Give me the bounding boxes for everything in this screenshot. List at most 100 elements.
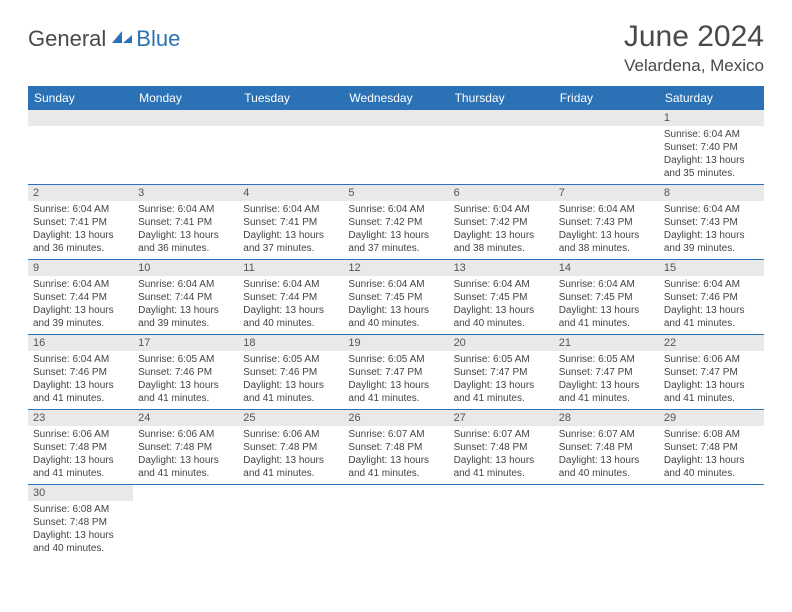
day-details: Sunrise: 6:06 AMSunset: 7:47 PMDaylight:… (659, 351, 764, 409)
calendar-cell-empty (343, 485, 448, 560)
day-number: 23 (28, 410, 133, 426)
empty-day-header (133, 110, 238, 126)
calendar-cell: 1Sunrise: 6:04 AMSunset: 7:40 PMDaylight… (659, 110, 764, 185)
day-details: Sunrise: 6:04 AMSunset: 7:42 PMDaylight:… (449, 201, 554, 259)
weekday-header: Thursday (449, 86, 554, 110)
calendar-cell: 11Sunrise: 6:04 AMSunset: 7:44 PMDayligh… (238, 260, 343, 335)
calendar-row: 1Sunrise: 6:04 AMSunset: 7:40 PMDaylight… (28, 110, 764, 185)
day-details: Sunrise: 6:06 AMSunset: 7:48 PMDaylight:… (133, 426, 238, 484)
calendar-cell: 8Sunrise: 6:04 AMSunset: 7:43 PMDaylight… (659, 185, 764, 260)
calendar-cell: 2Sunrise: 6:04 AMSunset: 7:41 PMDaylight… (28, 185, 133, 260)
calendar-row: 2Sunrise: 6:04 AMSunset: 7:41 PMDaylight… (28, 185, 764, 260)
weekday-header: Friday (554, 86, 659, 110)
day-number: 5 (343, 185, 448, 201)
weekday-header: Monday (133, 86, 238, 110)
day-number: 7 (554, 185, 659, 201)
calendar-cell-empty (28, 110, 133, 185)
calendar-cell-empty (449, 110, 554, 185)
day-details: Sunrise: 6:04 AMSunset: 7:43 PMDaylight:… (659, 201, 764, 259)
empty-day-header (343, 110, 448, 126)
day-number: 27 (449, 410, 554, 426)
day-number: 15 (659, 260, 764, 276)
day-details: Sunrise: 6:04 AMSunset: 7:41 PMDaylight:… (238, 201, 343, 259)
day-details: Sunrise: 6:06 AMSunset: 7:48 PMDaylight:… (238, 426, 343, 484)
day-number: 21 (554, 335, 659, 351)
calendar-cell: 26Sunrise: 6:07 AMSunset: 7:48 PMDayligh… (343, 410, 448, 485)
calendar-cell-empty (659, 485, 764, 560)
day-number: 6 (449, 185, 554, 201)
empty-day-header (28, 110, 133, 126)
empty-day-header (238, 110, 343, 126)
day-number: 28 (554, 410, 659, 426)
day-details: Sunrise: 6:06 AMSunset: 7:48 PMDaylight:… (28, 426, 133, 484)
calendar-cell: 24Sunrise: 6:06 AMSunset: 7:48 PMDayligh… (133, 410, 238, 485)
day-details: Sunrise: 6:04 AMSunset: 7:43 PMDaylight:… (554, 201, 659, 259)
header: General Blue June 2024 Velardena, Mexico (28, 20, 764, 76)
day-details: Sunrise: 6:04 AMSunset: 7:44 PMDaylight:… (28, 276, 133, 334)
calendar-cell: 30Sunrise: 6:08 AMSunset: 7:48 PMDayligh… (28, 485, 133, 560)
day-details: Sunrise: 6:04 AMSunset: 7:44 PMDaylight:… (238, 276, 343, 334)
day-details: Sunrise: 6:07 AMSunset: 7:48 PMDaylight:… (343, 426, 448, 484)
day-number: 3 (133, 185, 238, 201)
day-number: 4 (238, 185, 343, 201)
day-details: Sunrise: 6:04 AMSunset: 7:46 PMDaylight:… (659, 276, 764, 334)
calendar-cell: 27Sunrise: 6:07 AMSunset: 7:48 PMDayligh… (449, 410, 554, 485)
day-number: 30 (28, 485, 133, 501)
calendar-cell: 17Sunrise: 6:05 AMSunset: 7:46 PMDayligh… (133, 335, 238, 410)
day-number: 24 (133, 410, 238, 426)
day-details: Sunrise: 6:04 AMSunset: 7:40 PMDaylight:… (659, 126, 764, 184)
day-number: 13 (449, 260, 554, 276)
day-details: Sunrise: 6:04 AMSunset: 7:46 PMDaylight:… (28, 351, 133, 409)
weekday-header: Wednesday (343, 86, 448, 110)
empty-day-header (554, 110, 659, 126)
calendar-cell: 23Sunrise: 6:06 AMSunset: 7:48 PMDayligh… (28, 410, 133, 485)
calendar-cell-empty (554, 485, 659, 560)
calendar-cell: 18Sunrise: 6:05 AMSunset: 7:46 PMDayligh… (238, 335, 343, 410)
day-details: Sunrise: 6:04 AMSunset: 7:45 PMDaylight:… (554, 276, 659, 334)
logo-text-blue: Blue (136, 26, 180, 52)
day-number: 9 (28, 260, 133, 276)
calendar-cell: 7Sunrise: 6:04 AMSunset: 7:43 PMDaylight… (554, 185, 659, 260)
location: Velardena, Mexico (624, 56, 764, 76)
calendar-cell-empty (554, 110, 659, 185)
day-number: 17 (133, 335, 238, 351)
day-details: Sunrise: 6:07 AMSunset: 7:48 PMDaylight:… (449, 426, 554, 484)
logo: General Blue (28, 26, 180, 52)
day-details: Sunrise: 6:04 AMSunset: 7:41 PMDaylight:… (28, 201, 133, 259)
empty-day-header (449, 110, 554, 126)
calendar-row: 9Sunrise: 6:04 AMSunset: 7:44 PMDaylight… (28, 260, 764, 335)
month-title: June 2024 (624, 20, 764, 54)
day-number: 29 (659, 410, 764, 426)
day-details: Sunrise: 6:05 AMSunset: 7:46 PMDaylight:… (133, 351, 238, 409)
calendar-cell: 25Sunrise: 6:06 AMSunset: 7:48 PMDayligh… (238, 410, 343, 485)
weekday-header-row: SundayMondayTuesdayWednesdayThursdayFrid… (28, 86, 764, 110)
calendar-cell: 3Sunrise: 6:04 AMSunset: 7:41 PMDaylight… (133, 185, 238, 260)
sail-icon (110, 29, 134, 45)
day-number: 11 (238, 260, 343, 276)
logo-text-general: General (28, 26, 106, 52)
weekday-header: Saturday (659, 86, 764, 110)
day-number: 12 (343, 260, 448, 276)
calendar-cell-empty (343, 110, 448, 185)
day-number: 1 (659, 110, 764, 126)
weekday-header: Tuesday (238, 86, 343, 110)
calendar-cell: 29Sunrise: 6:08 AMSunset: 7:48 PMDayligh… (659, 410, 764, 485)
day-number: 18 (238, 335, 343, 351)
calendar-row: 16Sunrise: 6:04 AMSunset: 7:46 PMDayligh… (28, 335, 764, 410)
day-details: Sunrise: 6:04 AMSunset: 7:42 PMDaylight:… (343, 201, 448, 259)
day-number: 10 (133, 260, 238, 276)
day-number: 8 (659, 185, 764, 201)
calendar-cell: 5Sunrise: 6:04 AMSunset: 7:42 PMDaylight… (343, 185, 448, 260)
day-details: Sunrise: 6:04 AMSunset: 7:45 PMDaylight:… (449, 276, 554, 334)
calendar-cell: 19Sunrise: 6:05 AMSunset: 7:47 PMDayligh… (343, 335, 448, 410)
day-number: 22 (659, 335, 764, 351)
calendar-cell: 9Sunrise: 6:04 AMSunset: 7:44 PMDaylight… (28, 260, 133, 335)
calendar-row: 23Sunrise: 6:06 AMSunset: 7:48 PMDayligh… (28, 410, 764, 485)
calendar-cell: 28Sunrise: 6:07 AMSunset: 7:48 PMDayligh… (554, 410, 659, 485)
day-details: Sunrise: 6:04 AMSunset: 7:41 PMDaylight:… (133, 201, 238, 259)
day-number: 14 (554, 260, 659, 276)
calendar-cell: 20Sunrise: 6:05 AMSunset: 7:47 PMDayligh… (449, 335, 554, 410)
day-number: 16 (28, 335, 133, 351)
calendar-cell: 10Sunrise: 6:04 AMSunset: 7:44 PMDayligh… (133, 260, 238, 335)
day-number: 25 (238, 410, 343, 426)
